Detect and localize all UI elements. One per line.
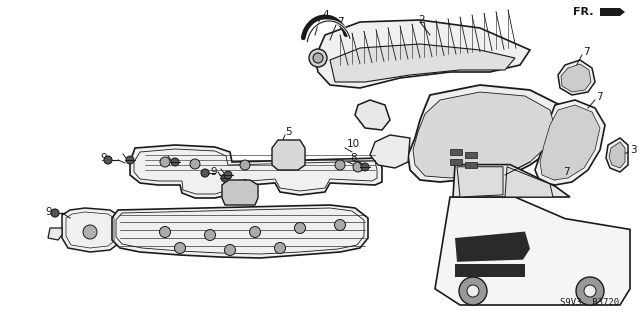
Circle shape (275, 242, 285, 254)
Text: FR.: FR. (573, 7, 593, 17)
Polygon shape (315, 20, 530, 88)
Circle shape (51, 209, 59, 217)
Text: 7: 7 (583, 47, 589, 57)
Polygon shape (609, 142, 625, 168)
Circle shape (225, 244, 236, 256)
Polygon shape (606, 138, 628, 172)
Circle shape (285, 158, 295, 168)
Circle shape (467, 285, 479, 297)
Circle shape (205, 229, 216, 241)
Polygon shape (130, 145, 382, 198)
Polygon shape (465, 152, 477, 158)
Circle shape (353, 162, 363, 172)
Circle shape (294, 222, 305, 234)
Polygon shape (457, 167, 503, 197)
Polygon shape (355, 100, 390, 130)
Polygon shape (455, 264, 525, 277)
Text: 7: 7 (596, 92, 603, 102)
Text: 5: 5 (285, 127, 292, 137)
Text: 10: 10 (347, 139, 360, 149)
Polygon shape (535, 100, 605, 185)
Circle shape (250, 226, 260, 238)
Polygon shape (505, 167, 553, 197)
Circle shape (309, 49, 327, 67)
Polygon shape (62, 208, 118, 252)
Circle shape (201, 169, 209, 177)
Circle shape (584, 285, 596, 297)
Polygon shape (222, 180, 258, 205)
Polygon shape (540, 105, 600, 180)
Circle shape (224, 171, 232, 179)
Text: 9: 9 (45, 207, 52, 217)
Circle shape (361, 163, 369, 171)
Polygon shape (435, 197, 630, 305)
Text: 4: 4 (322, 10, 328, 20)
Circle shape (335, 160, 345, 170)
Circle shape (190, 159, 200, 169)
Circle shape (104, 156, 112, 164)
Polygon shape (272, 140, 305, 170)
Circle shape (171, 158, 179, 166)
Text: 9: 9 (210, 167, 216, 177)
Text: 6: 6 (240, 179, 246, 189)
Text: 8: 8 (350, 153, 356, 163)
Polygon shape (48, 228, 62, 240)
Polygon shape (453, 165, 570, 197)
Circle shape (313, 53, 323, 63)
Text: 1: 1 (506, 172, 513, 182)
Text: 3: 3 (630, 145, 637, 155)
Polygon shape (450, 149, 462, 155)
Polygon shape (558, 60, 595, 95)
Polygon shape (413, 92, 555, 178)
Polygon shape (370, 135, 410, 168)
Polygon shape (408, 85, 565, 182)
Circle shape (576, 277, 604, 305)
Circle shape (221, 174, 229, 182)
Circle shape (83, 225, 97, 239)
Polygon shape (600, 8, 625, 16)
Polygon shape (455, 232, 530, 262)
Polygon shape (465, 162, 477, 168)
Circle shape (159, 226, 170, 238)
Polygon shape (561, 64, 591, 92)
Circle shape (160, 157, 170, 167)
Text: 9: 9 (100, 153, 107, 163)
Circle shape (126, 156, 134, 164)
Circle shape (335, 219, 346, 231)
Text: S9V3  B3720: S9V3 B3720 (560, 298, 619, 307)
Text: 2: 2 (418, 15, 424, 25)
Text: 7: 7 (563, 167, 570, 177)
Circle shape (240, 160, 250, 170)
Circle shape (175, 242, 186, 254)
Polygon shape (112, 205, 368, 258)
Text: 7: 7 (337, 17, 344, 27)
Polygon shape (450, 159, 462, 165)
Polygon shape (330, 44, 515, 82)
Circle shape (459, 277, 487, 305)
